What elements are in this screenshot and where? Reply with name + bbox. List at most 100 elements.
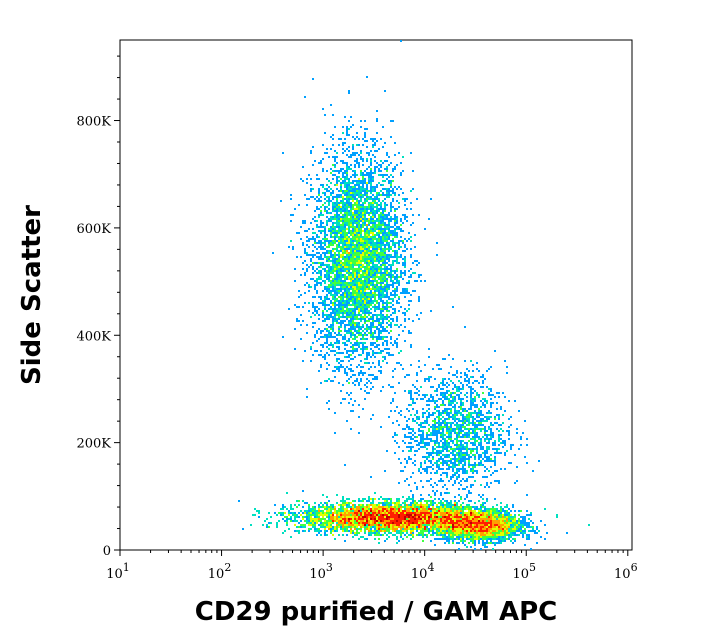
data-point — [492, 402, 494, 404]
data-point — [360, 194, 362, 196]
data-point — [390, 246, 392, 248]
data-point — [402, 312, 404, 314]
data-point — [382, 262, 384, 264]
data-point — [318, 270, 320, 272]
data-point — [442, 378, 444, 380]
data-point — [296, 232, 298, 234]
data-point — [328, 264, 330, 266]
data-point — [304, 350, 306, 352]
data-point — [344, 238, 346, 240]
data-point — [348, 368, 350, 370]
data-point — [336, 342, 338, 344]
data-point — [378, 344, 380, 346]
data-point — [384, 194, 386, 196]
data-point — [486, 418, 488, 420]
data-point — [376, 252, 378, 254]
data-point — [482, 502, 484, 504]
data-point — [356, 296, 358, 298]
data-point — [372, 216, 374, 218]
data-point — [472, 448, 474, 450]
data-point — [502, 430, 504, 432]
data-point — [414, 260, 416, 262]
data-point — [358, 232, 360, 234]
data-point — [348, 146, 350, 148]
data-point — [368, 328, 370, 330]
data-point — [462, 488, 464, 490]
data-point — [466, 458, 468, 460]
data-point — [358, 498, 360, 500]
data-point — [472, 404, 474, 406]
data-point — [472, 450, 474, 452]
data-point — [370, 230, 372, 232]
data-point — [474, 430, 476, 432]
data-point — [498, 430, 500, 432]
data-point — [342, 352, 344, 354]
data-point — [406, 248, 408, 250]
data-point — [328, 180, 330, 182]
data-point — [390, 318, 392, 320]
data-point — [322, 330, 324, 332]
data-point — [370, 218, 372, 220]
data-point — [350, 264, 352, 266]
data-point — [428, 438, 430, 440]
data-point — [446, 428, 448, 430]
data-point — [372, 218, 374, 220]
data-point — [352, 180, 354, 182]
data-point — [350, 186, 352, 188]
data-point — [388, 260, 390, 262]
data-point — [386, 178, 388, 180]
data-point — [352, 348, 354, 350]
data-point — [380, 222, 382, 224]
data-point — [350, 202, 352, 204]
data-point — [400, 246, 402, 248]
data-point — [358, 212, 360, 214]
data-point — [504, 454, 506, 456]
data-point — [318, 192, 320, 194]
data-point — [366, 506, 368, 508]
data-point — [386, 280, 388, 282]
data-point — [442, 448, 444, 450]
data-point — [398, 152, 400, 154]
data-point — [384, 232, 386, 234]
data-point — [354, 508, 356, 510]
data-point — [496, 422, 498, 424]
data-point — [300, 294, 302, 296]
data-point — [340, 188, 342, 190]
data-point — [458, 450, 460, 452]
data-point — [348, 378, 350, 380]
data-point — [376, 306, 378, 308]
data-point — [326, 294, 328, 296]
data-point — [476, 464, 478, 466]
data-point — [382, 188, 384, 190]
data-point — [454, 438, 456, 440]
data-point — [456, 440, 458, 442]
data-point — [370, 206, 372, 208]
data-point — [332, 308, 334, 310]
data-point — [450, 440, 452, 442]
data-point — [380, 352, 382, 354]
data-point — [450, 504, 452, 506]
data-point — [354, 236, 356, 238]
data-point — [344, 348, 346, 350]
data-point — [372, 352, 374, 354]
data-point — [344, 202, 346, 204]
data-point — [392, 190, 394, 192]
data-point — [338, 290, 340, 292]
data-point — [356, 162, 358, 164]
data-point — [496, 508, 498, 510]
data-point — [456, 412, 458, 414]
data-point — [484, 398, 486, 400]
data-point — [394, 224, 396, 226]
data-point — [330, 342, 332, 344]
data-point — [374, 332, 376, 334]
data-point — [464, 432, 466, 434]
data-point — [424, 500, 426, 502]
data-point — [362, 310, 364, 312]
data-point — [354, 336, 356, 338]
data-point — [460, 448, 462, 450]
data-point — [348, 262, 350, 264]
data-point — [296, 256, 298, 258]
data-point — [340, 254, 342, 256]
data-point — [422, 432, 424, 434]
data-point — [444, 408, 446, 410]
